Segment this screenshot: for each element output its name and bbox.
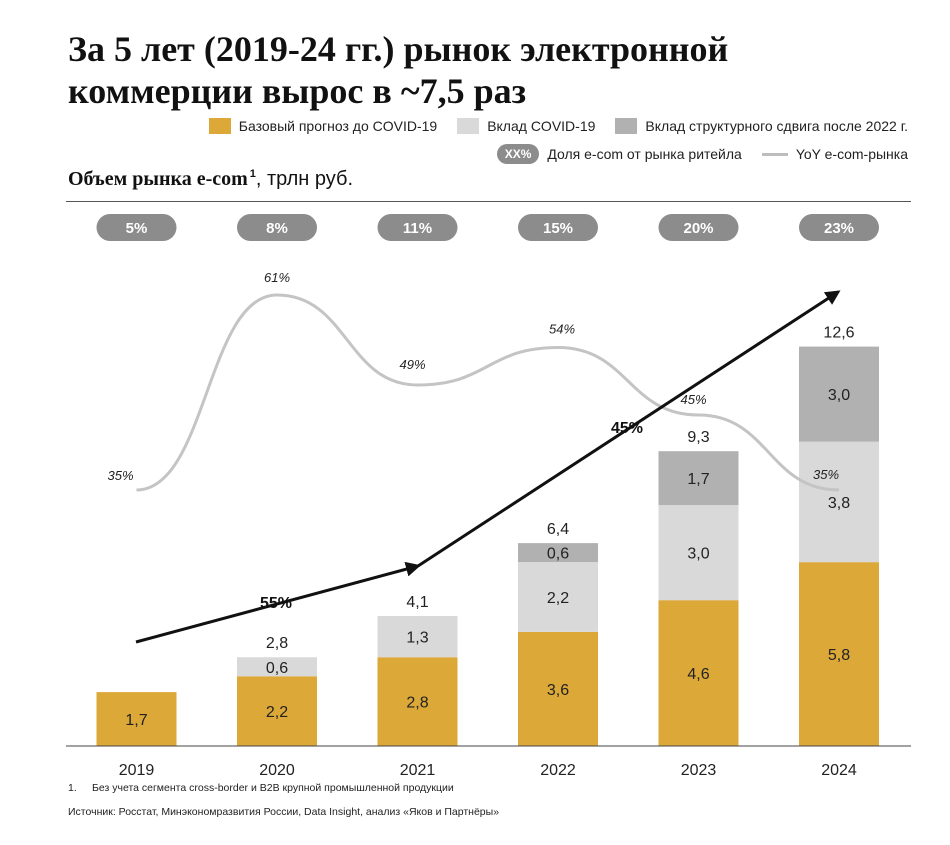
x-tick-2022: 2022 [540, 762, 576, 779]
subtitle-bold: Объем рынка e-com [68, 168, 248, 190]
chart-title: За 5 лет (2019-24 гг.) рынок электронной… [68, 29, 729, 111]
yoy-label-2023: 45% [680, 392, 706, 407]
segment-label-2023-1: 3,0 [687, 546, 709, 563]
share-pill-2019 [96, 214, 177, 241]
yoy-label-2024: 35% [813, 467, 839, 482]
yoy-label-2022: 54% [549, 322, 575, 337]
bar-segment-2020-1 [237, 657, 317, 677]
total-label-2023: 9,3 [687, 429, 709, 446]
segment-label-2020-0: 2,2 [266, 704, 288, 721]
bar-segment-2023-0 [658, 600, 739, 746]
source-note: Источник: Росстат, Минэкономразвития Рос… [68, 806, 500, 818]
segment-label-2020-1: 0,6 [266, 660, 288, 677]
yoy-label-2019: 35% [107, 468, 133, 483]
segment-label-2024-2: 3,0 [828, 387, 850, 404]
legend-yoy-line [761, 152, 788, 156]
segment-label-2022-1: 2,2 [547, 590, 569, 607]
share-pill-label-2023: 20% [683, 220, 713, 237]
legend-item-yoy: YoY e-com-рынка [761, 146, 908, 162]
legend-swatch-covid [457, 118, 480, 134]
x-tick-2019: 2019 [119, 762, 155, 779]
yoy-label-2021: 49% [399, 357, 425, 372]
footnote: 1. Без учета сегмента cross-border и B2B … [68, 782, 454, 794]
segment-label-2023-0: 4,6 [687, 666, 709, 683]
share-pill-2022 [518, 214, 598, 241]
share-pill-2024 [799, 214, 879, 241]
legend-label-yoy: YoY e-com-рынка [795, 146, 908, 162]
share-pill-2020 [237, 214, 317, 241]
x-tick-2020: 2020 [259, 762, 295, 779]
legend-item-structural: Вклад структурного сдвига после 2022 г. [615, 118, 908, 134]
segment-label-2022-2: 0,6 [547, 546, 569, 563]
growth-arrow-2019-2021 [135, 561, 421, 644]
x-tick-2024: 2024 [821, 762, 857, 779]
growth-label-2019-2021: 55% [260, 595, 292, 612]
bar-segment-2022-2 [518, 543, 598, 563]
growth-arrow-2021-2024 [417, 290, 841, 568]
growth-label-2021-2024: 45% [611, 420, 643, 437]
share-pill-label-2021: 11% [403, 220, 432, 237]
legend-swatch-structural [615, 118, 638, 134]
footnote-number: 1. [68, 782, 77, 794]
legend-label-share: Доля e-com от рынка ритейла [547, 146, 742, 162]
share-pill-label-2019: 5% [126, 220, 148, 237]
bar-segment-2020-0 [237, 676, 317, 746]
share-pill-label-2024: 23% [824, 220, 854, 237]
x-tick-2023: 2023 [681, 762, 717, 779]
share-pill-label-2022: 15% [543, 220, 573, 237]
legend-item-covid: Вклад COVID-19 [457, 118, 595, 134]
subtitle-superscript: 1 [249, 168, 256, 181]
segment-label-2024-0: 5,8 [828, 647, 850, 664]
bar-segment-2023-2 [658, 451, 739, 506]
bar-segment-2024-2 [799, 346, 879, 442]
segment-label-2021-0: 2,8 [406, 695, 428, 712]
legend-swatch-base [208, 118, 231, 134]
total-label-2024: 12,6 [823, 325, 854, 342]
bar-segment-2021-0 [377, 657, 458, 746]
legend-row-segments: Базовый прогноз до COVID-19 Вклад COVID-… [189, 118, 908, 134]
share-pill-2021 [377, 214, 458, 241]
legend-share-pill: XX% [496, 144, 540, 164]
legend-label-base: Базовый прогноз до COVID-19 [238, 118, 438, 134]
legend-row-indicators: XX% Доля e-com от рынка ритейла YoY e-co… [477, 144, 908, 164]
footnote-text: Без учета сегмента cross-border и B2B кр… [92, 782, 454, 794]
segment-label-2021-1: 1,3 [406, 630, 428, 647]
header-rule [66, 201, 911, 202]
legend-label-covid: Вклад COVID-19 [487, 118, 596, 134]
bar-segment-2019-0 [96, 692, 177, 746]
bar-segment-2022-1 [518, 562, 598, 632]
segment-label-2019-0: 1,7 [125, 712, 147, 729]
legend-item-base: Базовый прогноз до COVID-19 [208, 118, 438, 134]
share-pill-label-2020: 8% [266, 220, 288, 237]
x-tick-2021: 2021 [400, 762, 436, 779]
total-label-2021: 4,1 [406, 594, 428, 611]
total-label-2020: 2,8 [266, 635, 288, 652]
segment-label-2022-0: 3,6 [547, 682, 569, 699]
subtitle-units: , трлн руб. [255, 168, 354, 190]
share-pill-2023 [658, 214, 739, 241]
bar-segment-2023-1 [658, 505, 739, 601]
segment-label-2024-1: 3,8 [828, 495, 850, 512]
segment-label-2023-2: 1,7 [687, 471, 709, 488]
bar-segment-2024-0 [799, 562, 879, 746]
yoy-label-2020: 61% [264, 270, 290, 285]
legend-label-structural: Вклад структурного сдвига после 2022 г. [645, 118, 908, 134]
bar-segment-2021-1 [377, 616, 458, 658]
legend-item-share: XX% Доля e-com от рынка ритейла [496, 144, 742, 164]
chart-subtitle: Объем рынка e-com 1, трлн руб. [68, 168, 353, 191]
bar-segment-2024-1 [799, 441, 879, 563]
total-label-2022: 6,4 [547, 521, 569, 538]
yoy-line [136, 293, 840, 492]
bar-segment-2022-0 [518, 631, 598, 746]
